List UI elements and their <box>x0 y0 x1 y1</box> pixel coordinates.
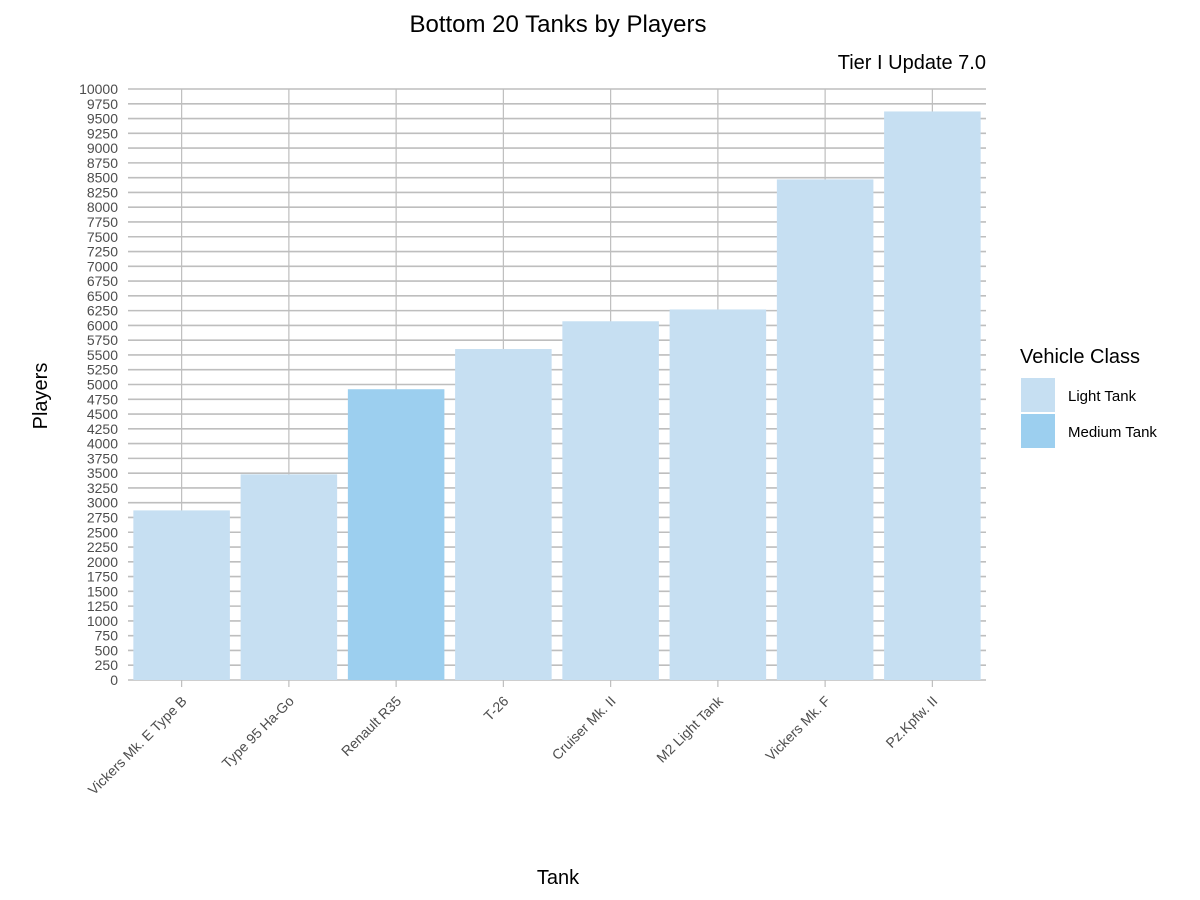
legend-swatch <box>1021 414 1055 448</box>
chart-title: Bottom 20 Tanks by Players <box>409 11 706 38</box>
legend-swatch <box>1021 378 1055 412</box>
y-tick-label: 500 <box>95 642 119 658</box>
y-tick-label: 3250 <box>87 480 118 496</box>
y-tick-label: 10000 <box>79 81 118 97</box>
y-tick-label: 7000 <box>87 258 118 274</box>
y-tick-label: 9250 <box>87 125 118 141</box>
y-tick-label: 8250 <box>87 184 118 200</box>
y-tick-label: 6750 <box>87 273 118 289</box>
y-tick-label: 6000 <box>87 317 118 333</box>
y-tick-label: 5250 <box>87 362 118 378</box>
legend-label: Medium Tank <box>1068 424 1157 441</box>
x-axis-ticks: Vickers Mk. E Type B Type 95 Ha-Go Renault… <box>85 680 940 798</box>
bar <box>240 474 338 680</box>
y-tick-label: 8750 <box>87 155 118 171</box>
y-tick-label: 0 <box>110 672 118 688</box>
y-tick-label: 9750 <box>87 96 118 112</box>
bar <box>133 510 230 680</box>
bar <box>884 111 981 680</box>
y-tick-label: 7250 <box>87 244 118 260</box>
bar <box>776 179 874 680</box>
chart-subtitle: Tier I Update 7.0 <box>838 52 986 74</box>
y-tick-label: 9000 <box>87 140 118 156</box>
y-tick-label: 4000 <box>87 436 118 452</box>
y-tick-label: 5000 <box>87 377 118 393</box>
y-tick-label: 2000 <box>87 554 118 570</box>
y-axis-ticks: 0250500750100012501500175020002250250027… <box>79 81 118 688</box>
y-tick-label: 250 <box>95 657 119 673</box>
y-tick-label: 1250 <box>87 598 118 614</box>
bar <box>562 321 659 680</box>
y-tick-label: 8500 <box>87 170 118 186</box>
bar <box>455 349 552 680</box>
y-tick-label: 8000 <box>87 199 118 215</box>
y-axis-title: Players <box>30 363 52 430</box>
y-tick-label: 2250 <box>87 539 118 555</box>
y-tick-label: 3500 <box>87 465 118 481</box>
legend-title: Vehicle Class <box>1020 346 1140 368</box>
y-tick-label: 750 <box>95 628 119 644</box>
y-tick-label: 4750 <box>87 391 118 407</box>
y-tick-label: 5750 <box>87 332 118 348</box>
y-tick-label: 4500 <box>87 406 118 422</box>
x-axis-title: Tank <box>537 867 580 889</box>
x-tick-label: T-26 <box>480 693 511 724</box>
y-tick-label: 3000 <box>87 495 118 511</box>
x-tick-label: Cruiser Mk. II <box>549 693 619 763</box>
bars <box>133 111 981 680</box>
bar <box>347 389 445 680</box>
y-tick-label: 2750 <box>87 509 118 525</box>
legend-label: Light Tank <box>1068 388 1137 405</box>
y-tick-label: 1000 <box>87 613 118 629</box>
x-tick-label: Type 95 Ha-Go <box>219 693 298 772</box>
y-tick-label: 7500 <box>87 229 118 245</box>
x-tick-label: Pz.Kpfw. II <box>882 693 940 751</box>
y-tick-label: 6500 <box>87 288 118 304</box>
y-tick-label: 4250 <box>87 421 118 437</box>
bar <box>669 309 767 680</box>
y-tick-label: 5500 <box>87 347 118 363</box>
x-tick-label: M2 Light Tank <box>653 692 726 765</box>
x-tick-label: Vickers Mk. E Type B <box>85 693 190 798</box>
y-tick-label: 7750 <box>87 214 118 230</box>
y-tick-label: 6250 <box>87 303 118 319</box>
y-tick-label: 2500 <box>87 524 118 540</box>
y-tick-label: 9500 <box>87 111 118 127</box>
y-tick-label: 1500 <box>87 583 118 599</box>
x-tick-label: Renault R35 <box>338 693 404 759</box>
legend: Vehicle Class Light Tank Medium Tank <box>1020 346 1157 448</box>
y-tick-label: 3750 <box>87 450 118 466</box>
x-tick-label: Vickers Mk. F <box>762 693 833 764</box>
y-tick-label: 1750 <box>87 569 118 585</box>
